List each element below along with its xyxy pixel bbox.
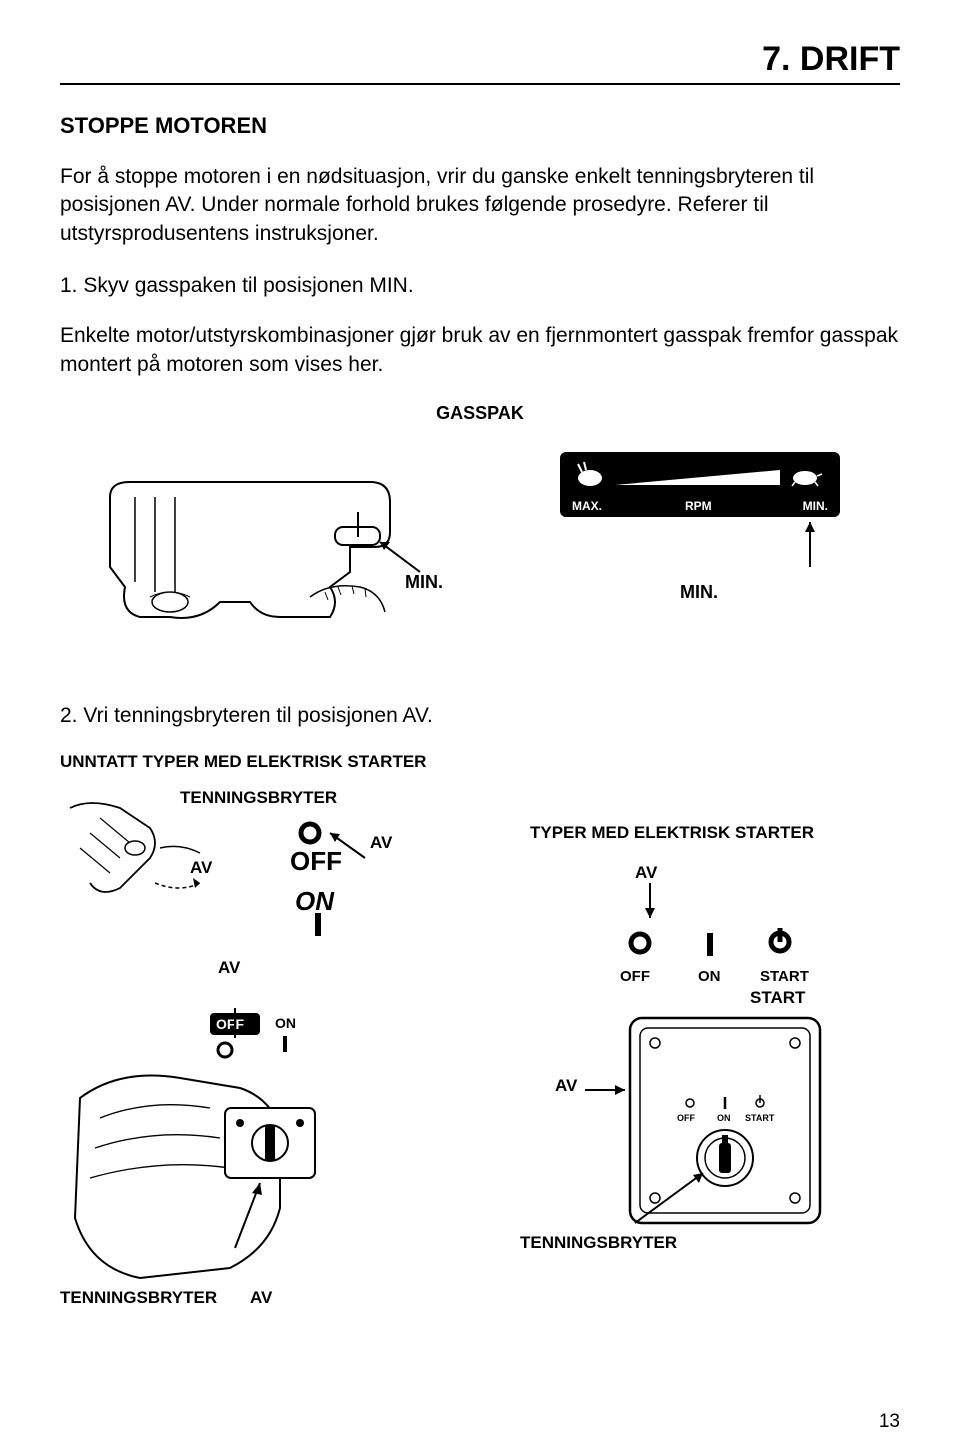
av-label-5: AV xyxy=(635,863,657,883)
svg-text:START: START xyxy=(745,1113,775,1123)
step-2: 2. Vri tenningsbryteren til posisjonen A… xyxy=(60,702,900,730)
tenningsbryter-label-right: TENNINGSBRYTER xyxy=(520,1233,677,1253)
rpm-decal: MAX. RPM MIN. xyxy=(560,452,840,517)
gasspak-figure: MIN. MAX. RPM MIN. MIN. xyxy=(60,432,900,682)
step-1: 1. Skyv gasspaken til posisjonen MIN. xyxy=(60,272,900,300)
av-label-1: AV xyxy=(190,858,212,878)
av-arrow-down xyxy=(640,883,660,928)
start-label-1: START xyxy=(760,968,809,985)
intro-paragraph: For å stoppe motoren i en nødsituasjon, … xyxy=(60,163,900,248)
switch-diagram-bottom: OFF ON xyxy=(60,1008,380,1298)
section-title: STOPPE MOTOREN xyxy=(60,113,900,139)
min-label-right: MIN. xyxy=(680,582,718,603)
av-label-4: AV xyxy=(250,1288,272,1308)
note-paragraph: Enkelte motor/utstyrskombinasjoner gjør … xyxy=(60,322,900,379)
chapter-title: 7. DRIFT xyxy=(60,40,900,79)
svg-text:ON: ON xyxy=(295,886,335,916)
rpm-arrow xyxy=(795,517,825,577)
unntatt-subtitle: UNNTATT TYPER MED ELEKTRISK STARTER xyxy=(60,752,900,772)
off-label: OFF xyxy=(620,968,650,985)
engine-diagram xyxy=(100,442,440,642)
max-text: MAX. xyxy=(572,499,602,513)
av-arrow-right xyxy=(585,1080,635,1100)
typer-med-label: TYPER MED ELEKTRISK STARTER xyxy=(530,823,814,843)
svg-text:ON: ON xyxy=(717,1113,731,1123)
svg-text:ON: ON xyxy=(275,1015,296,1031)
av-label-3: AV xyxy=(218,958,240,978)
min-label-left: MIN. xyxy=(405,572,443,593)
svg-text:OFF: OFF xyxy=(216,1016,244,1032)
min-text-small: MIN. xyxy=(803,499,828,513)
switch-figures: TENNINGSBRYTER AV OFF ON AV OFF ON xyxy=(60,778,900,1318)
switch-diagram-top xyxy=(60,788,250,948)
gasspak-heading: GASSPAK xyxy=(60,403,900,424)
page-number: 13 xyxy=(879,1411,900,1433)
key-switch-panel: OFF ON START xyxy=(615,1013,835,1243)
av-label-2: AV xyxy=(370,833,392,853)
svg-text:OFF: OFF xyxy=(677,1113,695,1123)
svg-text:OFF: OFF xyxy=(290,846,342,876)
header-rule xyxy=(60,83,900,85)
start-label-2: START xyxy=(750,988,805,1008)
rpm-text: RPM xyxy=(685,499,712,513)
off-on-symbol: OFF ON xyxy=(290,818,380,938)
tenningsbryter-label-bottom-left: TENNINGSBRYTER xyxy=(60,1288,217,1308)
on-label-right: ON xyxy=(698,968,721,985)
av-label-6: AV xyxy=(555,1076,577,1096)
